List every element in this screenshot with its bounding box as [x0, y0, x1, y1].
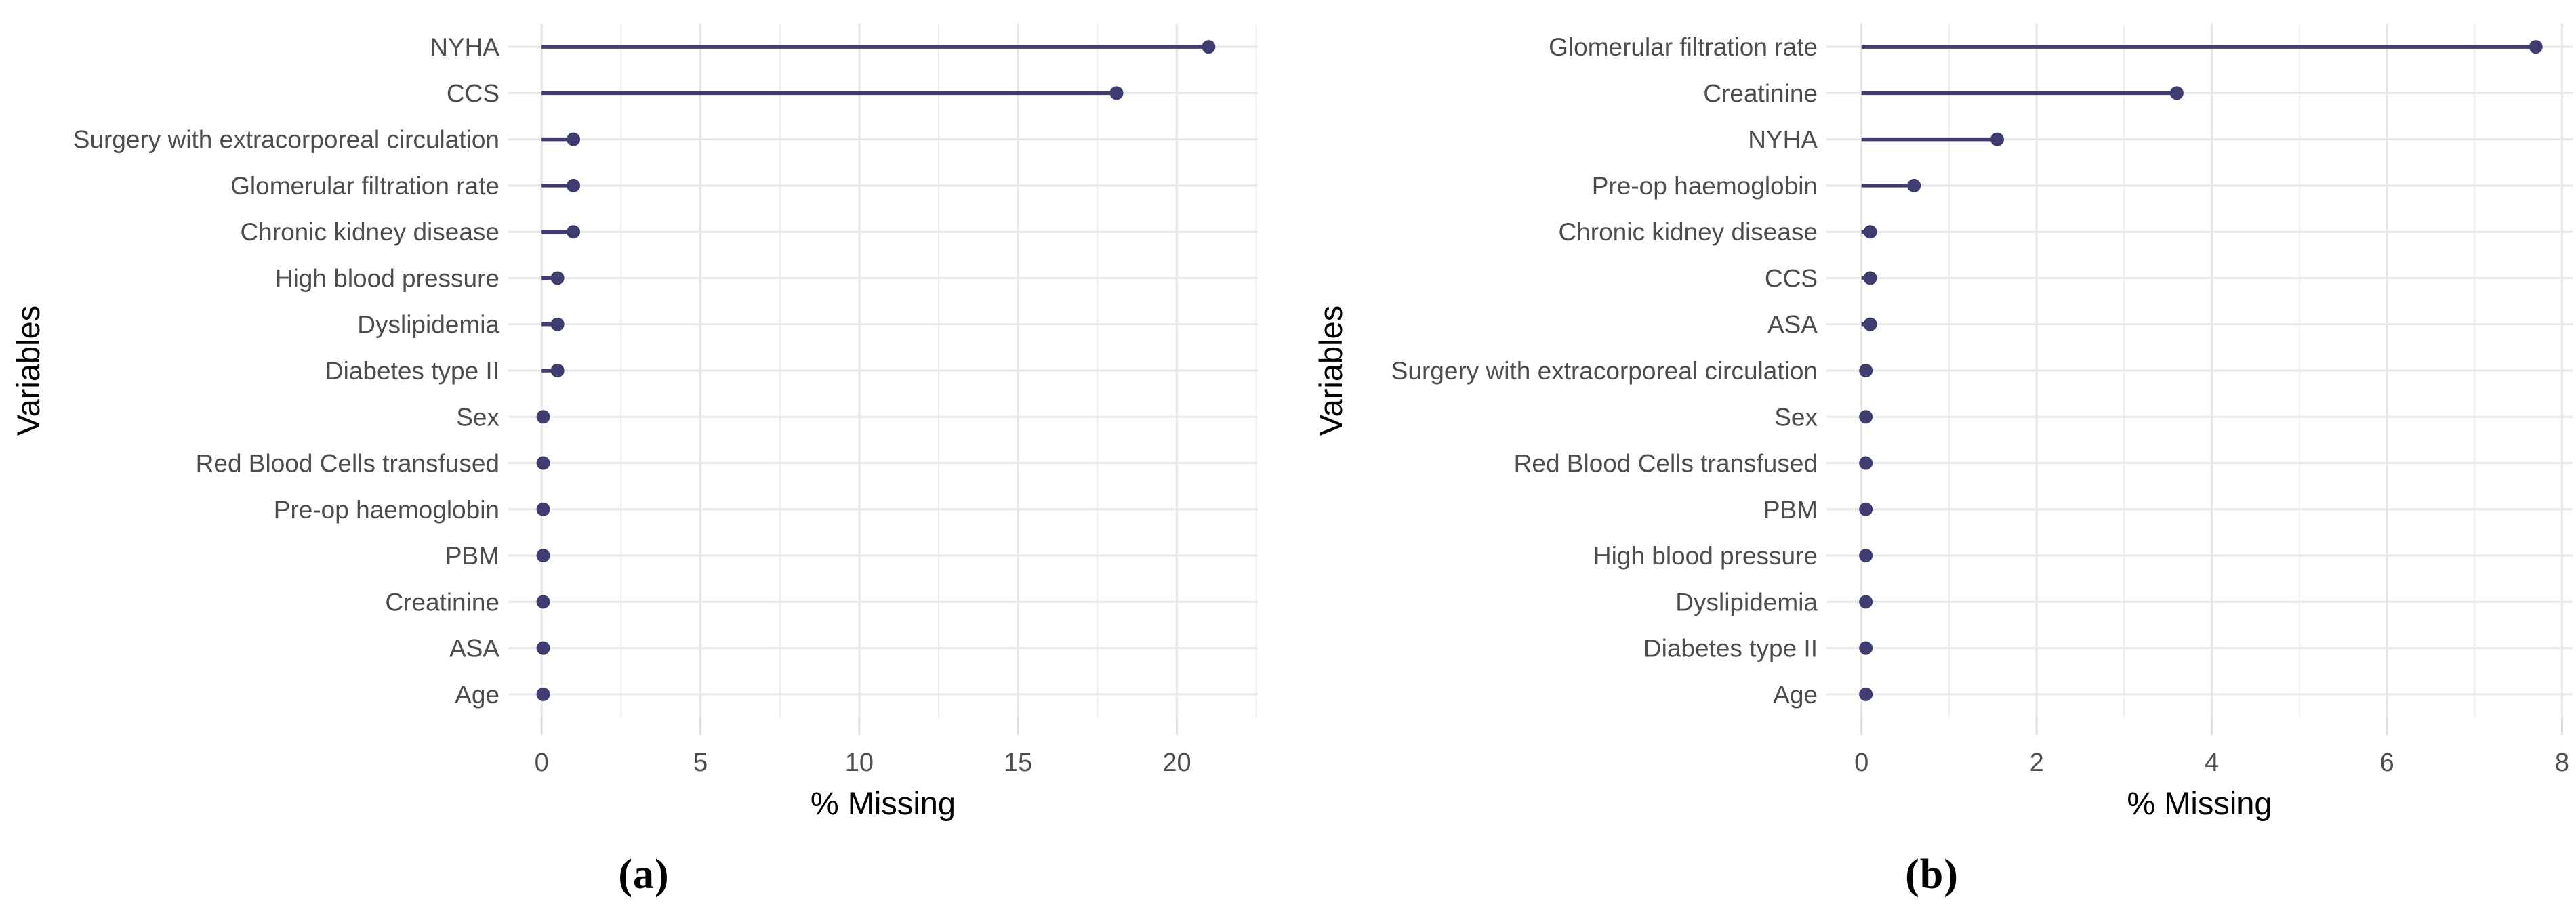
lollipop-dot — [1859, 456, 1873, 470]
x-tick-label: 6 — [2379, 749, 2394, 777]
category-label: CCS — [1765, 264, 1818, 292]
category-label: Glomerular filtration rate — [230, 172, 499, 200]
subfigure-a: 0 5 10 15 20 NYHA CCS Surgery with extracorpore… — [10, 24, 1258, 898]
category-label: Red Blood Cells transfused — [196, 450, 499, 478]
lollipop-dot — [2529, 40, 2543, 54]
lollipop-dot — [550, 271, 565, 285]
category-label: PBM — [445, 542, 499, 570]
category-label: Pre-op haemoglobin — [1592, 172, 1818, 200]
lollipop-dot — [1907, 178, 1921, 192]
lollipop-dot — [2169, 86, 2184, 100]
category-label: Diabetes type II — [325, 357, 499, 385]
lollipop-dot — [567, 225, 581, 239]
category-label: NYHA — [1748, 126, 1818, 154]
category-label: Red Blood Cells transfused — [1514, 450, 1818, 478]
category-label: Sex — [1774, 403, 1818, 431]
category-label: Age — [1773, 681, 1818, 709]
x-tick-label: 15 — [1004, 749, 1032, 777]
lollipop-dot — [1859, 410, 1873, 424]
category-label: Chronic kidney disease — [1558, 218, 1818, 246]
category-label: Age — [455, 681, 499, 709]
category-label: Creatinine — [385, 588, 499, 616]
x-tick-label: 2 — [2030, 749, 2044, 777]
x-tick-label: 8 — [2555, 749, 2569, 777]
y-axis-title: Variables — [1313, 306, 1349, 436]
subfigure-b: 0 2 4 6 8 Glomerular filtration rate Creatinin… — [1288, 0, 2576, 922]
lollipop-dot — [1859, 595, 1873, 609]
category-label: Glomerular filtration rate — [1549, 33, 1818, 61]
category-label: PBM — [1763, 496, 1818, 524]
lollipop-dot — [536, 502, 550, 516]
lollipop-dot — [1859, 502, 1873, 516]
lollipop-chart-a: 0 5 10 15 20 NYHA CCS Surgery with extracorpore… — [10, 24, 1258, 821]
category-label: Surgery with extracorporeal circulation — [73, 126, 499, 154]
lollipop-dot — [1859, 549, 1873, 563]
lollipop-dot — [536, 595, 550, 609]
x-axis-title: % Missing — [811, 785, 956, 821]
category-label: CCS — [447, 79, 499, 107]
x-tick-label: 4 — [2205, 749, 2219, 777]
lollipop-chart-b: 0 2 4 6 8 Glomerular filtration rate Creatinin… — [1313, 24, 2573, 821]
x-tick-label: 20 — [1162, 749, 1191, 777]
lollipop-dot — [1990, 132, 2004, 146]
lollipop-dot — [1202, 40, 1216, 54]
lollipop-dot — [1863, 225, 1877, 239]
lollipop-dot — [536, 687, 550, 701]
lollipop-dot — [567, 178, 581, 192]
category-label: Creatinine — [1703, 79, 1818, 107]
category-label: ASA — [1767, 311, 1818, 339]
category-label: Pre-op haemoglobin — [274, 496, 499, 524]
category-label: Sex — [456, 403, 499, 431]
lollipop-dot — [1863, 317, 1877, 331]
category-label: Dyslipidemia — [357, 311, 499, 339]
lollipop-dot — [550, 364, 565, 377]
lollipop-dot — [1109, 86, 1124, 100]
caption-a: (a) — [618, 852, 670, 898]
category-label: ASA — [449, 635, 499, 663]
category-label: High blood pressure — [275, 264, 499, 292]
lollipop-dot — [1859, 364, 1873, 377]
category-label: High blood pressure — [1593, 542, 1818, 570]
lollipop-dot — [550, 317, 565, 331]
x-tick-label: 5 — [693, 749, 708, 777]
lollipop-dot — [536, 641, 550, 655]
x-tick-label: 0 — [1854, 749, 1868, 777]
category-label: Chronic kidney disease — [240, 218, 499, 246]
caption-b: (b) — [1905, 852, 1959, 898]
category-label: NYHA — [430, 33, 499, 61]
lollipop-dot — [536, 456, 550, 470]
lollipop-dot — [1859, 687, 1873, 701]
lollipop-dot — [1859, 641, 1873, 655]
category-label: Dyslipidemia — [1675, 588, 1818, 616]
x-axis-title: % Missing — [2127, 785, 2272, 821]
lollipop-dot — [536, 410, 550, 424]
x-tick-label: 0 — [535, 749, 549, 777]
lollipop-dot — [536, 549, 550, 563]
x-tick-label: 10 — [845, 749, 874, 777]
category-label: Surgery with extracorporeal circulation — [1391, 357, 1818, 385]
lollipop-dot — [567, 132, 581, 146]
lollipop-dot — [1863, 271, 1877, 285]
y-axis-title: Variables — [10, 306, 46, 436]
category-label: Diabetes type II — [1643, 635, 1818, 663]
